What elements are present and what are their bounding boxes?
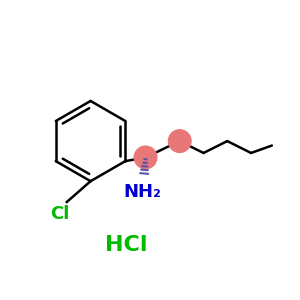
Circle shape	[134, 146, 157, 169]
Circle shape	[168, 130, 191, 152]
Text: NH₂: NH₂	[124, 183, 161, 201]
Text: HCl: HCl	[105, 235, 148, 255]
Text: Cl: Cl	[50, 205, 69, 223]
